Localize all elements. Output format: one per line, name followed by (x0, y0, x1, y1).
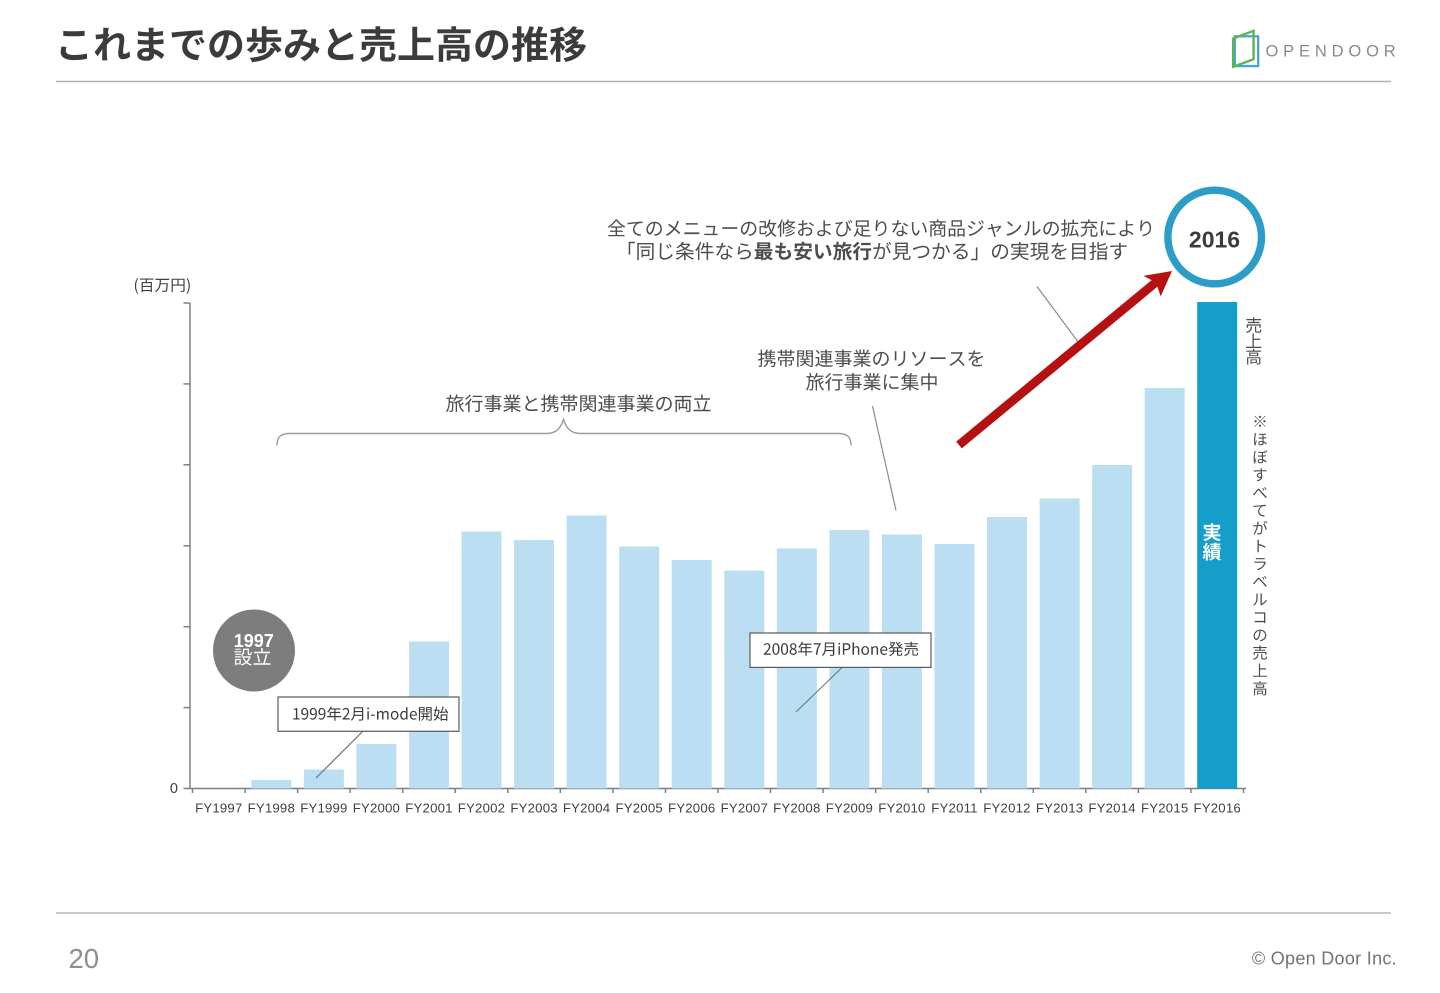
svg-text:FY2002: FY2002 (458, 800, 505, 815)
svg-text:FY2015: FY2015 (1141, 800, 1188, 815)
svg-text:0: 0 (170, 781, 178, 797)
svg-text:FY2009: FY2009 (826, 800, 873, 815)
svg-text:FY2000: FY2000 (353, 800, 400, 815)
svg-text:FY1997: FY1997 (195, 800, 242, 815)
svg-text:2016: 2016 (1189, 227, 1240, 253)
svg-text:FY2010: FY2010 (878, 800, 925, 815)
svg-text:FY2016: FY2016 (1194, 800, 1241, 815)
svg-text:FY2012: FY2012 (983, 800, 1030, 815)
svg-text:1997: 1997 (234, 631, 274, 651)
svg-text:OPENDOOR: OPENDOOR (1266, 43, 1401, 61)
svg-text:FY2003: FY2003 (510, 800, 557, 815)
svg-text:FY1998: FY1998 (248, 800, 295, 815)
svg-text:© Open Door Inc.: © Open Door Inc. (1252, 949, 1397, 969)
svg-text:FY2013: FY2013 (1036, 800, 1083, 815)
svg-text:FY2014: FY2014 (1088, 800, 1135, 815)
svg-text:FY2008: FY2008 (773, 800, 820, 815)
svg-text:FY2011: FY2011 (931, 800, 977, 815)
svg-text:FY2001: FY2001 (405, 800, 452, 815)
svg-text:FY2007: FY2007 (721, 800, 768, 815)
svg-text:20: 20 (69, 943, 100, 974)
svg-text:FY2006: FY2006 (668, 800, 715, 815)
svg-text:FY2004: FY2004 (563, 800, 610, 815)
svg-text:FY1999: FY1999 (300, 800, 347, 815)
svg-text:FY2005: FY2005 (616, 800, 663, 815)
